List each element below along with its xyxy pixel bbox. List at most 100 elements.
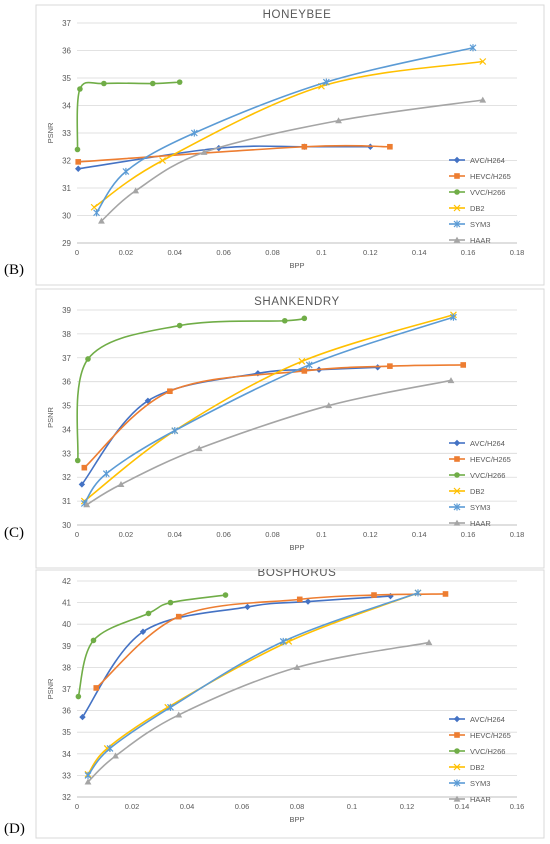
data-point xyxy=(454,732,460,738)
data-point xyxy=(167,703,174,711)
legend-label: HAAR xyxy=(470,519,491,528)
series-vvc-h266 xyxy=(75,592,229,700)
data-point xyxy=(167,599,174,606)
y-axis-label: PSNR xyxy=(46,407,55,428)
data-point xyxy=(296,596,303,603)
y-tick-label: 32 xyxy=(62,157,71,166)
legend-label: DB2 xyxy=(470,487,485,496)
legend-item: HEVC/H265 xyxy=(449,731,511,740)
x-tick-label: 0.02 xyxy=(119,248,134,257)
data-point xyxy=(371,592,377,598)
y-tick-label: 30 xyxy=(62,521,71,530)
data-point xyxy=(453,519,461,526)
series-haar xyxy=(83,377,455,508)
x-axis-label: BPP xyxy=(289,543,304,552)
data-point xyxy=(175,613,182,620)
y-tick-label: 37 xyxy=(62,354,71,363)
panel-c: 30 31 32 33 34 35 36 37 38 39 0 0.02 0.04 0.06 0.08 0.1… xyxy=(0,286,550,569)
data-point xyxy=(469,44,477,52)
panel-letter: (B) xyxy=(4,262,24,278)
series-sym3 xyxy=(84,589,422,779)
data-point xyxy=(85,356,91,362)
gridlines xyxy=(77,22,517,216)
y-tick-label: 34 xyxy=(62,425,71,434)
data-point xyxy=(175,711,183,718)
data-point xyxy=(453,156,461,164)
x-tick-label: 0.12 xyxy=(363,530,378,539)
data-point xyxy=(479,96,487,103)
x-tick-label: 0.02 xyxy=(119,530,134,539)
y-tick-label: 31 xyxy=(62,497,71,506)
legend-item: HEVC/H265 xyxy=(449,455,511,464)
x-tick-label: 0.12 xyxy=(400,802,415,811)
data-point xyxy=(305,361,313,369)
x-tick-label: 0.16 xyxy=(461,530,476,539)
data-point xyxy=(77,86,83,92)
data-point xyxy=(387,143,393,150)
y-tick-label: 32 xyxy=(62,473,71,482)
data-point xyxy=(453,503,461,511)
legend-label: HEVC/H265 xyxy=(470,731,511,740)
legend-item: HAAR xyxy=(449,795,491,804)
x-tick-label: 0.08 xyxy=(265,530,280,539)
y-tick-label: 31 xyxy=(62,184,71,193)
y-tick-label: 36 xyxy=(62,378,71,387)
x-tick-label: 0 xyxy=(75,530,79,539)
y-tick-label: 30 xyxy=(62,212,71,221)
data-point xyxy=(74,457,81,464)
chart-title: HONEYBEE xyxy=(263,9,332,21)
data-point xyxy=(454,173,460,179)
panel-d: 32 33 34 35 36 37 38 39 40 41 42 0 0.02 0.04 0.06 0.08 0… xyxy=(0,569,550,844)
legend-label: AVC/H264 xyxy=(470,439,505,448)
legend-label: DB2 xyxy=(470,763,485,772)
data-point xyxy=(387,363,393,369)
y-axis-label: PSNR xyxy=(46,122,55,143)
legend-label: AVC/H264 xyxy=(470,156,505,165)
series-line xyxy=(76,317,305,461)
chart-title: SHANKENDRY xyxy=(254,296,340,308)
y-tick-label: 35 xyxy=(62,728,71,737)
x-tick-label: 0 xyxy=(75,248,79,257)
x-tick-label: 0 xyxy=(75,802,79,811)
data-point xyxy=(453,487,461,495)
data-point xyxy=(374,364,381,371)
data-point xyxy=(301,315,308,322)
series-line xyxy=(83,314,454,502)
legend-item: VVC/H266 xyxy=(449,747,505,756)
legend-label: VVC/H266 xyxy=(470,747,505,756)
legend-label: SYM3 xyxy=(470,779,490,788)
data-point xyxy=(454,189,460,195)
series-hevc-h265 xyxy=(93,591,449,691)
data-point xyxy=(325,402,333,409)
legend-item: DB2 xyxy=(449,763,485,772)
legend-label: HAAR xyxy=(470,236,491,245)
legend-item: SYM3 xyxy=(449,220,490,229)
legend: AVC/H264 HEVC/H265 VVC/H266 DB2 SYM3 HAAR xyxy=(449,439,511,528)
data-point xyxy=(176,322,183,329)
data-point xyxy=(454,472,460,478)
y-tick-label: 34 xyxy=(62,750,71,759)
legend-label: HEVC/H265 xyxy=(470,172,511,181)
y-tick-label: 35 xyxy=(62,74,71,83)
data-point xyxy=(81,464,88,471)
data-point xyxy=(176,79,183,85)
data-point xyxy=(103,744,111,752)
data-point xyxy=(453,204,461,212)
data-point xyxy=(145,610,152,617)
chart: 29 30 31 32 33 34 35 36 37 0 0.02 0.04 0.06 0.08 0.1 0.… xyxy=(35,4,545,286)
x-tick-label: 0.06 xyxy=(235,802,250,811)
data-point xyxy=(335,117,342,124)
legend-item: AVC/H264 xyxy=(449,715,505,724)
x-tick-label: 0.18 xyxy=(510,530,525,539)
data-point xyxy=(460,362,467,368)
data-point xyxy=(222,592,229,598)
data-point xyxy=(112,752,119,759)
data-point xyxy=(106,744,114,752)
y-tick-label: 29 xyxy=(62,239,71,248)
legend-label: VVC/H266 xyxy=(470,188,505,197)
legend-item: HAAR xyxy=(449,519,491,528)
x-tick-label: 0.18 xyxy=(510,248,525,257)
legend-item: SYM3 xyxy=(449,779,490,788)
data-point xyxy=(453,715,461,723)
data-point xyxy=(453,220,461,228)
